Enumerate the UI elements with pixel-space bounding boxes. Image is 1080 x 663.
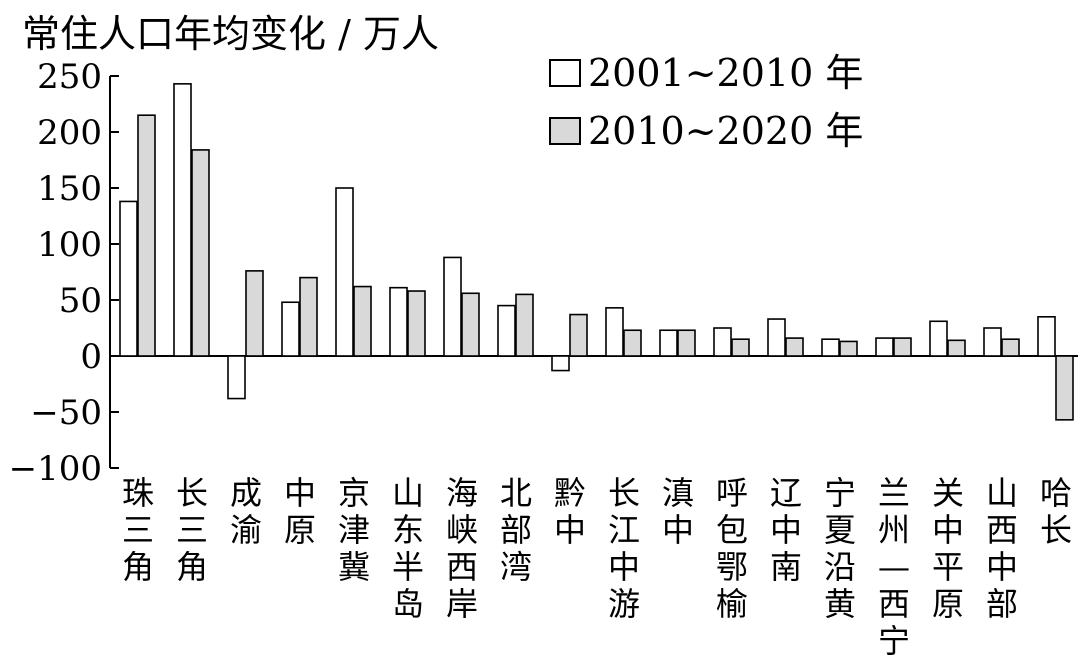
x-tick-label: 滇中 [662,474,694,549]
bar-series-2 [839,340,858,357]
legend-swatch-1 [549,59,581,87]
x-tick-label: 长三角 [176,474,208,586]
bar-series-2 [677,329,696,357]
bar-series-1 [551,355,570,372]
bar-series-1 [281,301,300,357]
bar-series-2 [353,285,372,357]
x-tick-label: 海峡西岸 [446,474,478,623]
bar-series-1 [767,318,786,357]
legend-swatch-2 [549,117,581,145]
bar-series-1 [605,307,624,357]
y-tick-label: −50 [30,393,102,433]
bar-series-1 [713,327,732,357]
bar-series-2 [299,276,318,357]
bar-series-1 [497,304,516,357]
bar-series-2 [1055,355,1074,421]
bar-series-1 [443,256,462,357]
bar-series-2 [137,114,156,357]
bar-series-2 [407,290,426,357]
bar-series-2 [1001,338,1020,357]
bar-series-2 [893,337,912,357]
chart-title: 常住人口年均变化 / 万人 [22,12,439,56]
bar-series-1 [929,320,948,357]
legend: 2001~2010 年 2010~2020 年 [549,51,863,153]
bar-series-2 [623,329,642,357]
bar-series-2 [515,293,534,357]
bar-series-1 [659,329,678,357]
x-tick-label: 山西中部 [986,474,1018,623]
x-tick-label: 珠三角 [122,474,154,586]
bar-series-1 [173,83,192,357]
bar-series-2 [191,149,210,357]
x-tick-label: 哈长 [1040,474,1072,549]
legend-label-2: 2010~2020 年 [588,109,863,153]
y-tick-label: 250 [37,57,102,97]
bar-series-2 [569,313,588,357]
y-axis: 250 200 150 100 50 0 −50 −100 [9,57,119,489]
bars [110,83,1078,421]
y-tick-label: 0 [80,337,102,377]
bar-series-2 [785,337,804,357]
bar-series-1 [335,187,354,357]
x-tick-label: 山东半岛 [392,474,424,623]
bar-series-2 [731,338,750,357]
bar-series-1 [1037,315,1056,357]
y-tick-label: 100 [37,225,102,265]
x-tick-label: 辽中南 [770,474,802,586]
x-tick-label: 京津冀 [338,474,370,586]
y-tick-label: −100 [9,449,102,489]
x-tick-label: 呼包鄂榆 [716,474,748,623]
bar-series-2 [461,292,480,357]
x-tick-label: 兰州—西宁 [878,474,910,660]
bar-series-1 [983,327,1002,357]
x-tick-label: 中原 [284,474,316,549]
x-tick-label: 关中平原 [932,474,964,623]
x-tick-label: 黔中 [554,474,586,549]
bar-series-1 [227,355,246,400]
x-tick-label: 宁夏沿黄 [824,474,856,623]
bar-series-2 [245,270,264,357]
bar-series-1 [875,337,894,357]
x-axis-labels: 珠三角长三角成渝中原京津冀山东半岛海峡西岸北部湾黔中长江中游滇中呼包鄂榆辽中南宁… [122,474,1072,660]
y-tick-label: 200 [37,113,102,153]
bar-series-1 [821,338,840,357]
bar-series-1 [389,286,408,357]
bar-series-2 [947,339,966,357]
x-tick-label: 北部湾 [500,474,532,586]
y-tick-label: 50 [59,281,102,321]
x-tick-label: 长江中游 [608,474,640,623]
y-tick-label: 150 [37,169,102,209]
x-tick-label: 成渝 [230,474,262,549]
legend-label-1: 2001~2010 年 [588,51,863,95]
bar-series-1 [119,200,138,357]
